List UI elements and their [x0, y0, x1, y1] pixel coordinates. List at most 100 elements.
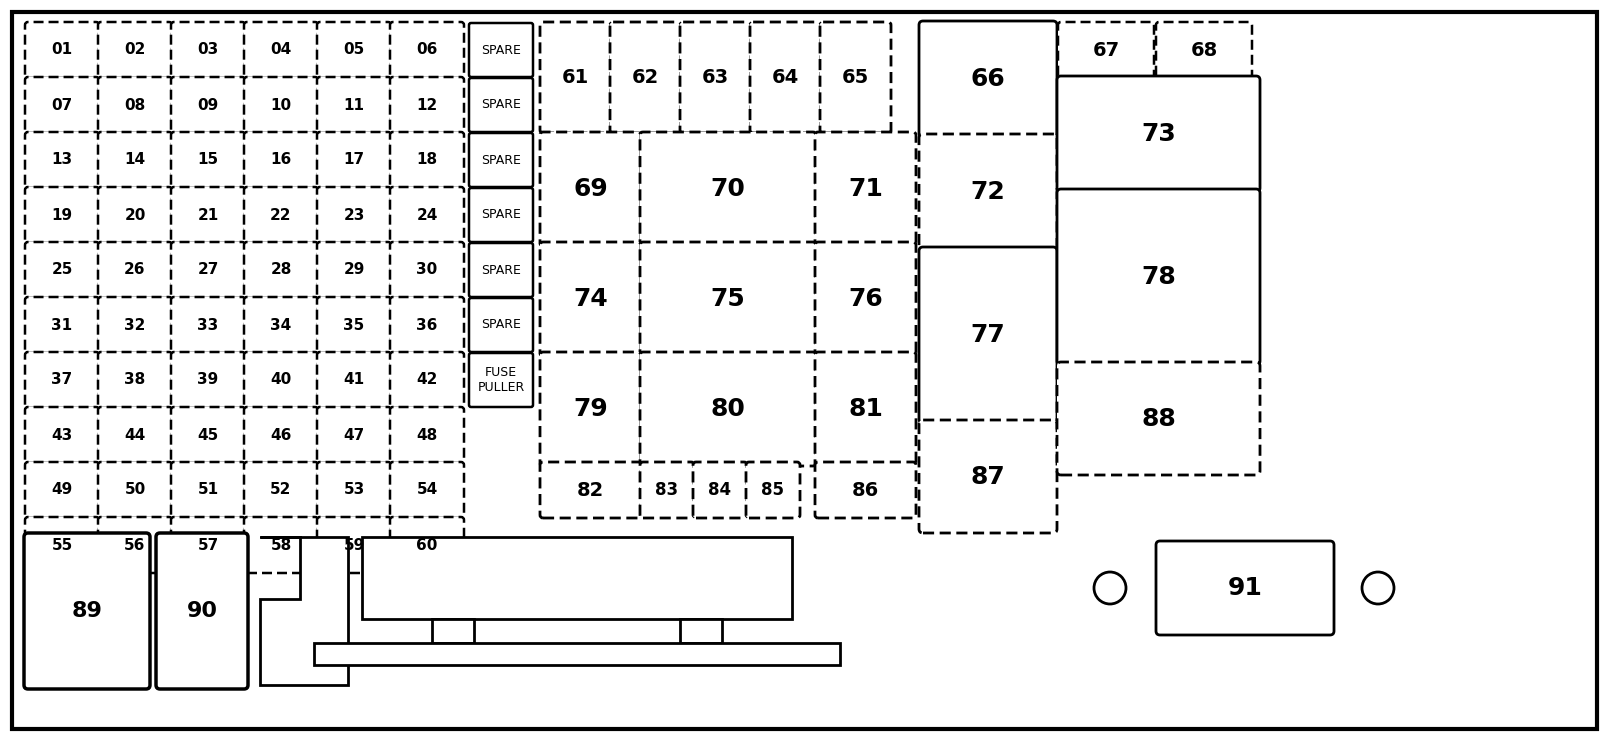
Text: 63: 63 — [702, 68, 729, 87]
FancyBboxPatch shape — [317, 407, 391, 463]
Text: 27: 27 — [198, 262, 219, 277]
FancyBboxPatch shape — [245, 242, 319, 298]
FancyBboxPatch shape — [156, 533, 248, 689]
Text: 43: 43 — [51, 428, 72, 442]
FancyBboxPatch shape — [171, 242, 245, 298]
Text: 89: 89 — [71, 601, 103, 621]
Text: 57: 57 — [198, 537, 219, 553]
FancyBboxPatch shape — [1155, 22, 1252, 78]
FancyBboxPatch shape — [317, 462, 391, 518]
Text: 01: 01 — [51, 42, 72, 58]
Text: 91: 91 — [1228, 576, 1263, 600]
Text: 78: 78 — [1141, 265, 1176, 289]
Text: 38: 38 — [124, 373, 146, 388]
Text: SPARE: SPARE — [481, 264, 521, 276]
FancyBboxPatch shape — [245, 77, 319, 133]
Text: 09: 09 — [198, 98, 219, 113]
Text: 24: 24 — [417, 207, 438, 222]
FancyBboxPatch shape — [98, 352, 172, 408]
FancyBboxPatch shape — [919, 134, 1057, 250]
Text: 44: 44 — [124, 428, 146, 442]
FancyBboxPatch shape — [640, 132, 816, 246]
Text: 33: 33 — [198, 317, 219, 333]
Text: 90: 90 — [187, 601, 217, 621]
Text: 03: 03 — [198, 42, 219, 58]
Text: 39: 39 — [198, 373, 219, 388]
Text: 34: 34 — [270, 317, 291, 333]
Text: 16: 16 — [270, 153, 291, 167]
FancyBboxPatch shape — [26, 187, 100, 243]
FancyBboxPatch shape — [389, 132, 463, 188]
Text: 46: 46 — [270, 428, 291, 442]
FancyBboxPatch shape — [468, 23, 533, 77]
Text: 45: 45 — [198, 428, 219, 442]
FancyBboxPatch shape — [640, 462, 693, 518]
Text: 13: 13 — [51, 153, 72, 167]
Text: SPARE: SPARE — [481, 99, 521, 111]
FancyBboxPatch shape — [171, 297, 245, 353]
FancyBboxPatch shape — [317, 297, 391, 353]
Text: 81: 81 — [848, 397, 883, 421]
FancyBboxPatch shape — [26, 517, 100, 573]
FancyBboxPatch shape — [245, 132, 319, 188]
Text: 74: 74 — [573, 287, 608, 311]
FancyBboxPatch shape — [98, 22, 172, 78]
FancyBboxPatch shape — [98, 407, 172, 463]
Text: 10: 10 — [270, 98, 291, 113]
Text: 86: 86 — [851, 480, 879, 499]
FancyBboxPatch shape — [26, 297, 100, 353]
FancyBboxPatch shape — [468, 243, 533, 297]
FancyBboxPatch shape — [816, 242, 916, 356]
FancyBboxPatch shape — [26, 242, 100, 298]
Text: 52: 52 — [270, 482, 291, 497]
FancyBboxPatch shape — [541, 242, 640, 356]
Text: 50: 50 — [124, 482, 146, 497]
Text: 66: 66 — [970, 67, 1006, 91]
Text: 59: 59 — [343, 537, 365, 553]
Text: 42: 42 — [417, 373, 438, 388]
FancyBboxPatch shape — [171, 352, 245, 408]
FancyBboxPatch shape — [1155, 541, 1334, 635]
Text: 67: 67 — [1093, 41, 1120, 59]
FancyBboxPatch shape — [1057, 76, 1260, 192]
FancyBboxPatch shape — [640, 352, 816, 466]
Text: 18: 18 — [417, 153, 438, 167]
FancyBboxPatch shape — [317, 77, 391, 133]
Text: 05: 05 — [343, 42, 365, 58]
FancyBboxPatch shape — [468, 188, 533, 242]
FancyBboxPatch shape — [98, 77, 172, 133]
FancyBboxPatch shape — [171, 22, 245, 78]
FancyBboxPatch shape — [816, 352, 916, 466]
Text: 61: 61 — [562, 68, 589, 87]
Text: 14: 14 — [124, 153, 145, 167]
Text: 32: 32 — [124, 317, 146, 333]
Text: 22: 22 — [270, 207, 291, 222]
FancyBboxPatch shape — [610, 22, 681, 133]
FancyBboxPatch shape — [317, 22, 391, 78]
FancyBboxPatch shape — [1059, 22, 1154, 78]
Text: SPARE: SPARE — [481, 153, 521, 167]
Text: 64: 64 — [772, 68, 800, 87]
Text: 29: 29 — [343, 262, 365, 277]
Text: 12: 12 — [417, 98, 438, 113]
Text: 69: 69 — [573, 177, 608, 201]
Text: 30: 30 — [417, 262, 438, 277]
Text: 07: 07 — [51, 98, 72, 113]
FancyBboxPatch shape — [317, 187, 391, 243]
Bar — [314, 643, 840, 665]
FancyBboxPatch shape — [26, 22, 100, 78]
FancyBboxPatch shape — [747, 462, 800, 518]
FancyBboxPatch shape — [171, 77, 245, 133]
Bar — [431, 619, 475, 643]
Text: 56: 56 — [124, 537, 146, 553]
Text: 68: 68 — [1191, 41, 1218, 59]
FancyBboxPatch shape — [245, 517, 319, 573]
Text: 20: 20 — [124, 207, 146, 222]
FancyBboxPatch shape — [26, 77, 100, 133]
FancyBboxPatch shape — [693, 462, 747, 518]
FancyBboxPatch shape — [317, 517, 391, 573]
Text: 51: 51 — [198, 482, 219, 497]
FancyBboxPatch shape — [245, 352, 319, 408]
Text: 35: 35 — [343, 317, 365, 333]
Text: 28: 28 — [270, 262, 291, 277]
